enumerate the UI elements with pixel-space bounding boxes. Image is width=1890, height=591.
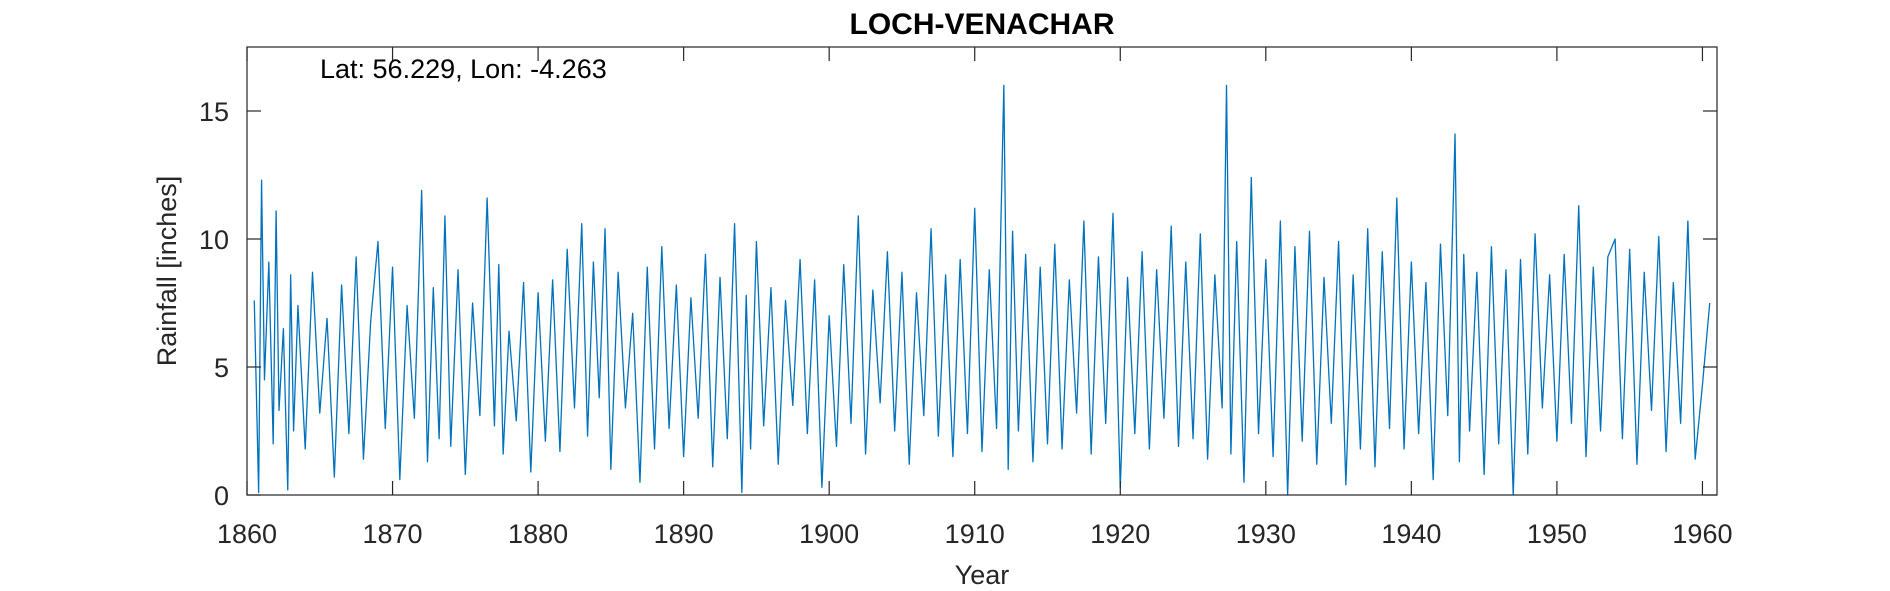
series-layer [253, 84, 1711, 496]
x-tick-label: 1890 [654, 519, 714, 549]
x-tick-label: 1940 [1381, 519, 1441, 549]
x-tick-label: 1860 [217, 519, 277, 549]
chart-title: LOCH-VENACHAR [850, 8, 1115, 41]
y-tick-label: 5 [214, 353, 229, 383]
x-axis-label: Year [955, 560, 1010, 590]
y-tick-label: 10 [199, 225, 229, 255]
y-axis-label: Rainfall [inches] [152, 176, 182, 367]
x-tick-label: 1950 [1527, 519, 1587, 549]
y-tick-label: 15 [199, 97, 229, 127]
rainfall-series-line [253, 84, 1711, 496]
x-tick-label: 1880 [508, 519, 568, 549]
x-tick-label: 1910 [945, 519, 1005, 549]
x-tick-label: 1870 [363, 519, 423, 549]
y-tick-label: 0 [214, 481, 229, 511]
location-annotation: Lat: 56.229, Lon: -4.263 [320, 54, 607, 84]
x-tick-label: 1900 [799, 519, 859, 549]
x-tick-label: 1960 [1672, 519, 1732, 549]
x-tick-label: 1920 [1090, 519, 1150, 549]
x-tick-label: 1930 [1236, 519, 1296, 549]
axes-layer: 1860 1870 1880 1890 1900 1910 1920 1930 1940 1950… [199, 46, 1732, 549]
plot-frame [246, 46, 1718, 496]
